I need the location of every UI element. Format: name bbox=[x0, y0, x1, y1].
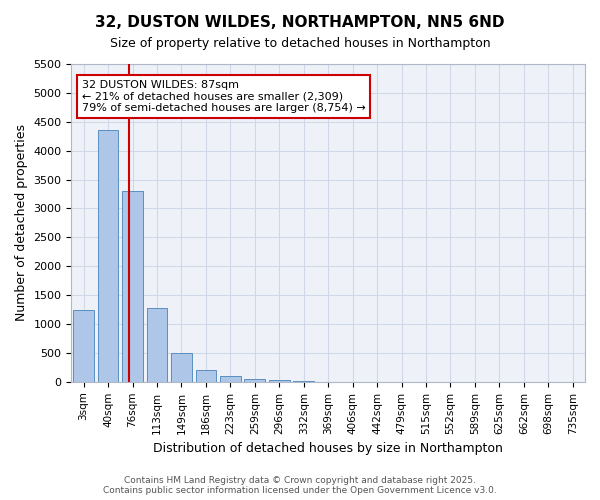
Y-axis label: Number of detached properties: Number of detached properties bbox=[15, 124, 28, 322]
Text: Contains HM Land Registry data © Crown copyright and database right 2025.
Contai: Contains HM Land Registry data © Crown c… bbox=[103, 476, 497, 495]
Bar bbox=[220, 376, 241, 382]
Text: 32, DUSTON WILDES, NORTHAMPTON, NN5 6ND: 32, DUSTON WILDES, NORTHAMPTON, NN5 6ND bbox=[95, 15, 505, 30]
Bar bbox=[293, 381, 314, 382]
X-axis label: Distribution of detached houses by size in Northampton: Distribution of detached houses by size … bbox=[153, 442, 503, 455]
Bar bbox=[98, 130, 118, 382]
Bar bbox=[244, 378, 265, 382]
Bar bbox=[171, 353, 192, 382]
Bar bbox=[122, 191, 143, 382]
Bar bbox=[146, 308, 167, 382]
Bar bbox=[269, 380, 290, 382]
Text: Size of property relative to detached houses in Northampton: Size of property relative to detached ho… bbox=[110, 38, 490, 51]
Bar bbox=[73, 310, 94, 382]
Text: 32 DUSTON WILDES: 87sqm
← 21% of detached houses are smaller (2,309)
79% of semi: 32 DUSTON WILDES: 87sqm ← 21% of detache… bbox=[82, 80, 365, 113]
Bar bbox=[196, 370, 217, 382]
